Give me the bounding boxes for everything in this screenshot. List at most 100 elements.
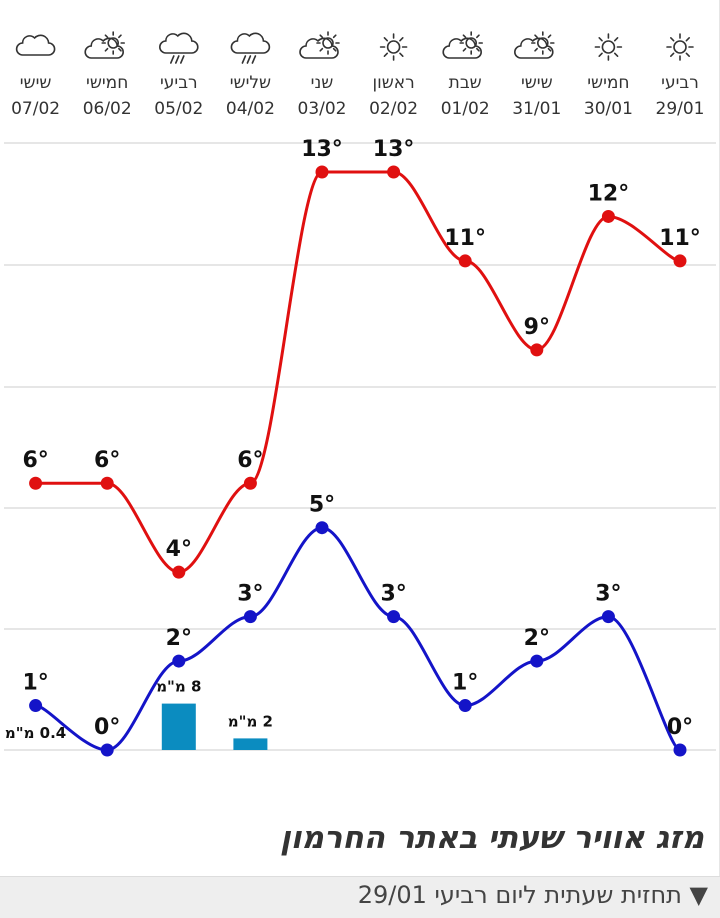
day-date: 01/02	[441, 99, 490, 119]
max-temp-label: 9°	[524, 315, 550, 340]
sun-core	[536, 37, 549, 49]
sun-icon	[666, 33, 694, 61]
max-temp-point	[29, 476, 43, 490]
sun-ray	[383, 37, 389, 42]
cloud-shape	[15, 34, 56, 56]
day-name: רביעי	[160, 73, 198, 93]
sun-ray	[598, 52, 603, 57]
sun-ray	[670, 37, 675, 42]
precipitation-bars: 2 מ"מ 8 מ"מ 0.4 מ"מ	[5, 678, 273, 750]
sun-ray	[598, 37, 603, 42]
cloud-shape	[442, 37, 482, 59]
sun-ray	[462, 34, 467, 39]
max-temp-point	[387, 165, 401, 179]
sun-ray	[319, 34, 324, 39]
max-temp-line	[35, 170, 681, 574]
partly-cloudy-icon	[514, 31, 555, 59]
day-date: 07/02	[11, 99, 60, 119]
max-temp-point	[243, 476, 257, 490]
day-name: חמישי	[587, 73, 629, 93]
hourly-forecast-bar[interactable]: ▼ תחזית שעתית ליום רביעי 29/01	[0, 876, 720, 918]
cloud-shape	[159, 32, 199, 54]
partly-cloudy-icon	[84, 31, 125, 59]
sun-icon	[379, 33, 408, 61]
max-temp-label: 6°	[22, 448, 48, 473]
sun-core	[107, 37, 119, 49]
section-title: מזג אוויר שעתי באתר החרמון	[280, 820, 704, 856]
sun-ray	[399, 37, 404, 42]
sun-ray	[685, 37, 690, 42]
max-temp-label: 11°	[444, 226, 486, 251]
sun-icon	[594, 33, 623, 61]
cloud-shape	[230, 32, 271, 54]
min-temp-point	[315, 521, 329, 535]
day-date: 02/02	[369, 99, 418, 119]
day-name: רביעי	[661, 73, 699, 93]
sun-ray	[476, 47, 480, 52]
max-temp-label: 11°	[659, 226, 701, 251]
sun-core	[465, 37, 478, 49]
cloud-shape	[84, 37, 124, 59]
sun-ray	[685, 52, 690, 57]
day-name: שלישי	[230, 73, 271, 93]
sun-ray	[462, 47, 467, 52]
max-temp-point	[315, 165, 329, 179]
min-temp-line	[35, 526, 681, 752]
min-temp-point	[387, 610, 401, 624]
sun-ray	[476, 34, 480, 39]
hourly-forecast-toggle[interactable]: ▼ תחזית שעתית ליום רביעי 29/01	[357, 881, 708, 909]
sun-ray	[613, 37, 619, 42]
sun-ray	[332, 34, 337, 39]
max-temp-label: 6°	[94, 448, 120, 473]
sun-core	[673, 40, 687, 54]
day-date: 04/02	[226, 99, 275, 119]
max-temp-point	[100, 476, 114, 490]
sun-core	[601, 40, 616, 54]
day-date: 05/02	[154, 99, 203, 119]
min-temp-point	[243, 610, 257, 624]
min-temp-label: 0°	[667, 715, 693, 740]
day-name: שני	[311, 73, 334, 93]
sun-core	[386, 40, 401, 54]
min-temp-label: 1°	[22, 671, 48, 696]
sun-ray	[104, 34, 109, 39]
min-temp-label: 0°	[94, 715, 120, 740]
day-date: 31/01	[512, 99, 561, 119]
sun-ray	[547, 34, 552, 39]
sun-ray	[399, 52, 404, 57]
min-temp-label: 1°	[452, 671, 478, 696]
sun-ray	[319, 47, 324, 52]
precipitation-label: 0.4 מ"מ	[5, 724, 66, 742]
rain-icon	[230, 32, 271, 64]
cloud-shape	[514, 37, 554, 59]
day-name: חמישי	[86, 73, 128, 93]
day-header: רביעי 29/01 חמישי 30/01 שישי 31/01 שבת 01/02 ראש…	[11, 31, 705, 119]
max-temp-point	[172, 565, 186, 579]
min-temp-point	[172, 654, 186, 668]
sun-ray	[118, 47, 122, 52]
day-date: 29/01	[656, 99, 705, 119]
max-temp-label: 6°	[237, 448, 263, 473]
rain-drop	[175, 55, 180, 64]
day-name: שישי	[521, 73, 553, 93]
min-temp-label: 2°	[166, 626, 192, 651]
sun-ray	[383, 52, 389, 57]
min-temp-point	[458, 699, 472, 713]
partly-cloudy-icon	[442, 31, 484, 59]
min-temp-label: 2°	[524, 626, 550, 651]
min-temp-label: 5°	[309, 493, 335, 518]
sun-ray	[534, 34, 538, 39]
max-temp-label: 13°	[301, 137, 343, 162]
sun-ray	[547, 47, 552, 52]
min-temp-label: 3°	[380, 582, 406, 607]
temperature-points	[29, 165, 687, 757]
rain-icon	[159, 32, 199, 64]
sun-ray	[534, 47, 538, 52]
day-date: 06/02	[83, 99, 132, 119]
temperature-labels: 11° 12° 9° 11° 13° 13° 6° 4° 6° 6° 0° 3° 2° 1° 3° 5° 3° 2…	[22, 137, 700, 740]
max-temp-label: 13°	[373, 137, 415, 162]
max-temp-point	[673, 254, 687, 268]
rain-drop	[241, 55, 247, 64]
rain-drop	[246, 55, 252, 64]
